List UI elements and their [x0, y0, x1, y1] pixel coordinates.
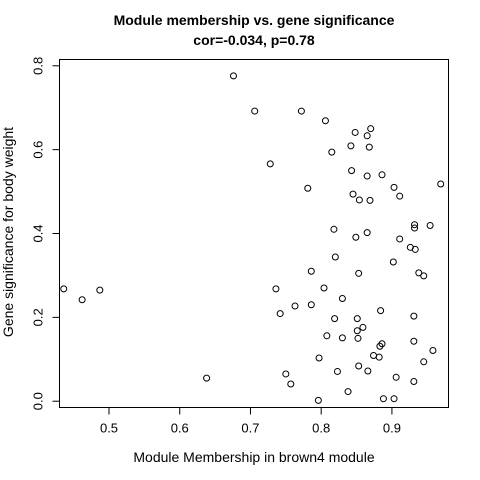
data-point: [410, 312, 418, 320]
data-point: [78, 296, 86, 304]
chart-title: Module membership vs. gene significance: [114, 12, 395, 28]
data-point: [355, 269, 363, 277]
data-point: [376, 342, 384, 350]
x-tick-label: 0.9: [383, 421, 401, 436]
data-point: [378, 171, 386, 179]
data-point: [338, 334, 346, 342]
x-tick-label: 0.7: [241, 421, 259, 436]
data-point: [377, 307, 385, 315]
plot-frame: [59, 59, 449, 408]
data-point: [389, 258, 397, 266]
data-point: [203, 374, 211, 382]
data-point: [282, 370, 290, 378]
data-point: [251, 107, 259, 115]
data-point: [349, 190, 357, 198]
data-point: [297, 107, 305, 115]
data-point: [429, 346, 437, 354]
x-tick-label: 0.6: [171, 421, 189, 436]
data-point: [229, 72, 237, 80]
data-point: [354, 334, 362, 342]
data-point: [390, 183, 398, 191]
data-point: [411, 224, 419, 232]
data-point: [333, 367, 341, 375]
data-point: [365, 143, 373, 151]
data-points: [60, 72, 445, 404]
data-point: [411, 245, 419, 253]
data-point: [420, 358, 428, 366]
data-point: [338, 294, 346, 302]
x-axis-label: Module Membership in brown4 module: [133, 449, 374, 465]
data-point: [323, 332, 331, 340]
data-point: [355, 362, 363, 370]
data-point: [420, 272, 428, 280]
data-point: [314, 396, 322, 404]
data-point: [415, 269, 423, 277]
data-point: [410, 378, 418, 386]
data-point: [344, 388, 352, 396]
data-point: [379, 395, 387, 403]
data-point: [320, 284, 328, 292]
data-point: [272, 285, 280, 293]
data-point: [348, 167, 356, 175]
y-axis: 0.0 0.2 0.4 0.6 0.8: [31, 57, 60, 410]
data-point: [396, 235, 404, 243]
data-point: [375, 353, 383, 361]
data-point: [411, 221, 419, 229]
data-point: [331, 253, 339, 261]
data-point: [355, 196, 363, 204]
y-axis-label: Gene significance for body weight: [0, 127, 16, 337]
data-point: [363, 132, 371, 140]
data-point: [347, 142, 355, 150]
data-point: [307, 301, 315, 309]
data-point: [390, 395, 398, 403]
data-point: [426, 222, 434, 230]
data-point: [359, 323, 367, 331]
data-point: [437, 180, 445, 188]
data-point: [353, 315, 361, 323]
data-point: [330, 225, 338, 233]
data-point: [370, 352, 378, 360]
x-axis: 0.5 0.6 0.7 0.8 0.9: [100, 407, 401, 436]
data-point: [351, 128, 359, 136]
data-point: [367, 125, 375, 133]
data-point: [328, 148, 336, 156]
x-tick-label: 0.8: [312, 421, 330, 436]
data-point: [266, 160, 274, 168]
y-tick-label: 0.0: [31, 392, 46, 410]
data-point: [291, 302, 299, 310]
data-point: [315, 354, 323, 362]
x-tick-label: 0.5: [100, 421, 118, 436]
data-point: [366, 196, 374, 204]
data-point: [287, 380, 295, 388]
data-point: [276, 310, 284, 318]
data-point: [304, 184, 312, 192]
data-point: [331, 315, 339, 323]
data-point: [363, 229, 371, 237]
data-point: [353, 327, 361, 335]
data-point: [363, 172, 371, 180]
data-point: [96, 286, 104, 294]
y-tick-label: 0.6: [31, 141, 46, 159]
y-tick-label: 0.8: [31, 57, 46, 75]
data-point: [60, 285, 68, 293]
data-point: [410, 337, 418, 345]
data-point: [396, 192, 404, 200]
chart-subtitle: cor=-0.034, p=0.78: [193, 32, 315, 48]
data-point: [321, 117, 329, 125]
data-point: [364, 367, 372, 375]
y-tick-label: 0.4: [31, 224, 46, 242]
data-point: [307, 267, 315, 275]
y-tick-label: 0.2: [31, 308, 46, 326]
data-point: [352, 233, 360, 241]
data-point: [392, 373, 400, 381]
